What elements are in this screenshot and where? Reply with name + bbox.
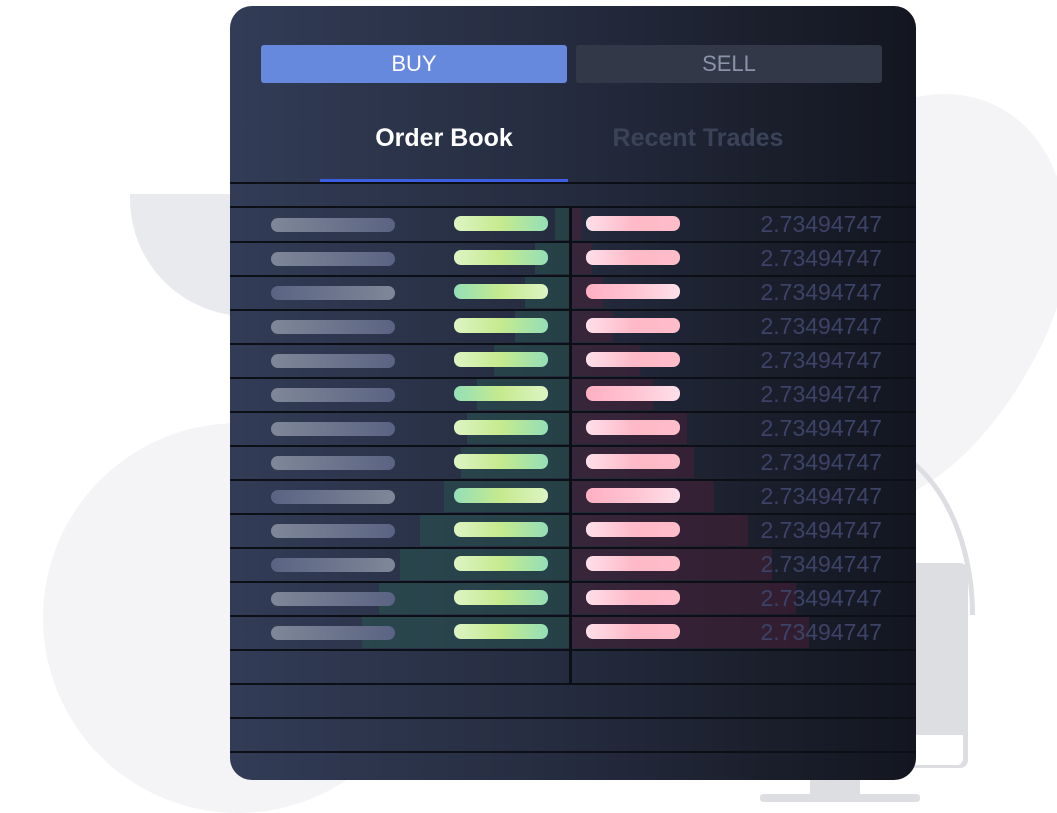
price-value: 2.73494747 [760, 313, 882, 339]
row-divider [230, 479, 916, 481]
amount-placeholder [271, 524, 395, 538]
ask-price-placeholder [586, 590, 680, 605]
monitor-stand-base [760, 794, 920, 802]
bid-price-placeholder [454, 556, 548, 571]
row-divider [230, 581, 916, 583]
ask-price-placeholder [586, 454, 680, 469]
row-divider [230, 411, 916, 413]
row-divider [230, 206, 916, 208]
ask-price-placeholder [586, 522, 680, 537]
column-divider [569, 206, 572, 683]
order-row[interactable]: 2.73494747 [230, 616, 916, 648]
amount-placeholder [271, 388, 395, 402]
amount-placeholder [271, 354, 395, 368]
bid-price-placeholder [454, 522, 548, 537]
bid-price-placeholder [454, 318, 548, 333]
buy-button[interactable]: BUY [261, 45, 567, 83]
bid-price-placeholder [454, 420, 548, 435]
order-row[interactable]: 2.73494747 [230, 310, 916, 342]
row-divider [230, 513, 916, 515]
ask-depth-bar [572, 208, 583, 240]
tab-order-book[interactable]: Order Book [375, 124, 513, 152]
ask-depth-bar [572, 242, 593, 274]
amount-placeholder [271, 626, 395, 640]
price-value: 2.73494747 [760, 347, 882, 373]
row-divider [230, 275, 916, 277]
row-divider [230, 717, 916, 719]
order-row[interactable]: 2.73494747 [230, 582, 916, 614]
row-divider [230, 309, 916, 311]
row-divider [230, 182, 916, 184]
ask-price-placeholder [586, 318, 680, 333]
ask-price-placeholder [586, 420, 680, 435]
price-value: 2.73494747 [760, 381, 882, 407]
order-row[interactable]: 2.73494747 [230, 378, 916, 410]
order-row[interactable]: 2.73494747 [230, 548, 916, 580]
bid-price-placeholder [454, 386, 548, 401]
amount-placeholder [271, 218, 395, 232]
order-row[interactable]: 2.73494747 [230, 514, 916, 546]
ask-price-placeholder [586, 488, 680, 503]
row-divider [230, 649, 916, 651]
row-divider [230, 751, 916, 753]
price-value: 2.73494747 [760, 449, 882, 475]
bid-price-placeholder [454, 250, 548, 265]
price-value: 2.73494747 [760, 585, 882, 611]
ask-price-placeholder [586, 250, 680, 265]
ask-price-placeholder [586, 624, 680, 639]
amount-placeholder [271, 592, 395, 606]
price-value: 2.73494747 [760, 245, 882, 271]
sell-button[interactable]: SELL [576, 45, 882, 83]
active-tab-indicator [320, 179, 568, 182]
price-value: 2.73494747 [760, 619, 882, 645]
price-value: 2.73494747 [760, 279, 882, 305]
order-book-panel: BUY SELL Order Book Recent Trades 2.7349… [230, 6, 916, 780]
row-divider [230, 547, 916, 549]
amount-placeholder [271, 422, 395, 436]
price-value: 2.73494747 [760, 483, 882, 509]
ask-price-placeholder [586, 216, 680, 231]
amount-placeholder [271, 320, 395, 334]
amount-placeholder [271, 558, 395, 572]
tab-recent-trades[interactable]: Recent Trades [612, 124, 784, 152]
bid-price-placeholder [454, 454, 548, 469]
price-value: 2.73494747 [760, 211, 882, 237]
bid-price-placeholder [454, 216, 548, 231]
amount-placeholder [271, 490, 395, 504]
order-row[interactable]: 2.73494747 [230, 208, 916, 240]
row-divider [230, 615, 916, 617]
order-row[interactable]: 2.73494747 [230, 446, 916, 478]
price-value: 2.73494747 [760, 415, 882, 441]
ask-price-placeholder [586, 556, 680, 571]
row-divider [230, 343, 916, 345]
order-row[interactable]: 2.73494747 [230, 242, 916, 274]
bid-price-placeholder [454, 284, 548, 299]
bid-price-placeholder [454, 624, 548, 639]
amount-placeholder [271, 252, 395, 266]
order-row[interactable]: 2.73494747 [230, 412, 916, 444]
row-divider [230, 377, 916, 379]
price-value: 2.73494747 [760, 551, 882, 577]
bid-price-placeholder [454, 488, 548, 503]
row-divider [230, 241, 916, 243]
bid-depth-bar [555, 208, 569, 240]
ask-price-placeholder [586, 386, 680, 401]
ask-price-placeholder [586, 352, 680, 367]
bid-price-placeholder [454, 352, 548, 367]
order-row[interactable]: 2.73494747 [230, 344, 916, 376]
price-value: 2.73494747 [760, 517, 882, 543]
order-row[interactable]: 2.73494747 [230, 480, 916, 512]
bid-price-placeholder [454, 590, 548, 605]
row-divider [230, 445, 916, 447]
ask-price-placeholder [586, 284, 680, 299]
amount-placeholder [271, 456, 395, 470]
amount-placeholder [271, 286, 395, 300]
order-row[interactable]: 2.73494747 [230, 276, 916, 308]
row-divider [230, 683, 916, 685]
